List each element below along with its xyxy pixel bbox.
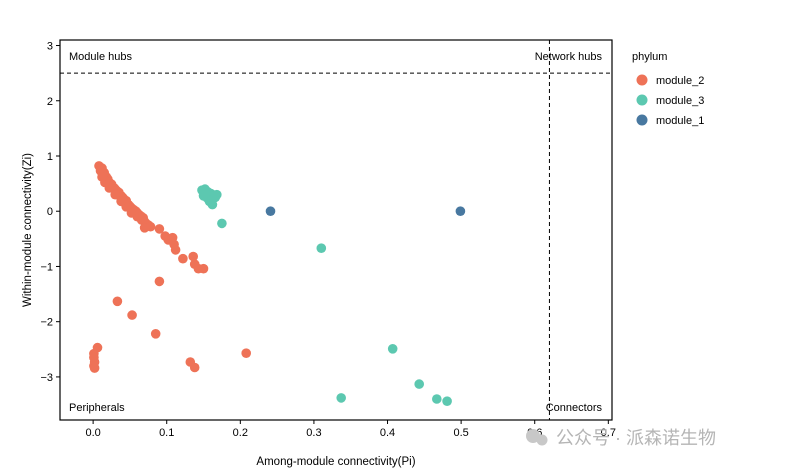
data-point-module_3 bbox=[387, 344, 398, 354]
legend-label-module_3: module_3 bbox=[656, 95, 704, 107]
data-point-module_2 bbox=[170, 245, 181, 255]
legend: phylum module_2 module_3 module_1 bbox=[632, 51, 704, 127]
y-tick-label: −1 bbox=[40, 261, 53, 273]
data-point-module_2 bbox=[97, 172, 107, 182]
data-point-module_2 bbox=[139, 223, 150, 233]
data-point-module_2 bbox=[198, 263, 209, 274]
threshold-lines bbox=[60, 40, 612, 420]
watermark-text: 公众号 · 派森诺生物 bbox=[556, 428, 716, 448]
data-point-module_1 bbox=[265, 206, 276, 216]
scatter-points bbox=[89, 161, 466, 407]
x-tick-label: 0.3 bbox=[306, 427, 321, 439]
legend-key-module_3 bbox=[636, 94, 648, 106]
data-point-module_2 bbox=[188, 251, 198, 262]
data-point-module_3 bbox=[207, 199, 218, 210]
data-point-module_3 bbox=[212, 189, 222, 200]
y-tick-label: 3 bbox=[47, 41, 53, 53]
data-point-module_2 bbox=[116, 196, 126, 207]
data-point-module_3 bbox=[442, 396, 452, 407]
data-point-module_2 bbox=[127, 310, 137, 320]
y-tick-label: 0 bbox=[47, 206, 53, 218]
legend-label-module_1: module_1 bbox=[656, 115, 704, 127]
data-point-module_2 bbox=[89, 363, 100, 373]
data-point-module_2 bbox=[178, 253, 188, 264]
legend-label-module_2: module_2 bbox=[656, 75, 704, 87]
region-label-connectors: Connectors bbox=[546, 402, 603, 414]
watermark: 公众号 · 派森诺生物 bbox=[526, 428, 716, 448]
data-point-module_3 bbox=[336, 393, 347, 403]
x-tick-label: 0.1 bbox=[159, 427, 174, 439]
data-point-module_2 bbox=[110, 189, 120, 200]
data-point-module_2 bbox=[154, 224, 165, 234]
x-tick-label: 0.0 bbox=[85, 427, 100, 439]
data-point-module_2 bbox=[154, 276, 165, 287]
plot-panel-border bbox=[59, 39, 613, 421]
wechat-icon bbox=[526, 429, 540, 443]
legend-entries: module_2 module_3 module_1 bbox=[636, 74, 704, 127]
legend-key-module_2 bbox=[636, 74, 648, 86]
region-label-peripherals: Peripherals bbox=[69, 402, 125, 414]
x-tick-label: 0.5 bbox=[453, 427, 468, 439]
region-label-network-hubs: Network hubs bbox=[535, 51, 603, 63]
y-axis: −3 −2 −1 0 1 2 3 bbox=[40, 41, 60, 384]
y-tick-label: −3 bbox=[40, 372, 53, 384]
x-tick-label: 0.7 bbox=[601, 427, 616, 439]
data-point-module_2 bbox=[150, 329, 161, 339]
x-tick-label: 0.2 bbox=[233, 427, 248, 439]
region-label-module-hubs: Module hubs bbox=[69, 51, 132, 63]
data-point-module_3 bbox=[200, 188, 211, 198]
data-point-module_2 bbox=[189, 362, 200, 373]
x-tick-label: 0.4 bbox=[380, 427, 395, 439]
legend-title: phylum bbox=[632, 51, 667, 63]
data-point-module_3 bbox=[217, 218, 227, 229]
y-axis-title: Within-module connectivity(Zi) bbox=[22, 153, 34, 307]
wechat-icon-bubble bbox=[536, 434, 548, 446]
data-point-module_3 bbox=[432, 394, 442, 404]
data-point-module_3 bbox=[316, 243, 327, 253]
y-tick-label: 2 bbox=[47, 96, 53, 108]
data-point-module_1 bbox=[455, 206, 466, 216]
legend-key-module_1 bbox=[636, 114, 648, 126]
y-tick-label: 1 bbox=[47, 151, 53, 163]
x-axis-title: Among-module connectivity(Pi) bbox=[256, 456, 415, 468]
data-point-module_2 bbox=[112, 296, 123, 307]
data-point-module_3 bbox=[414, 379, 425, 389]
data-point-module_2 bbox=[241, 348, 251, 359]
y-tick-label: −2 bbox=[40, 317, 53, 329]
